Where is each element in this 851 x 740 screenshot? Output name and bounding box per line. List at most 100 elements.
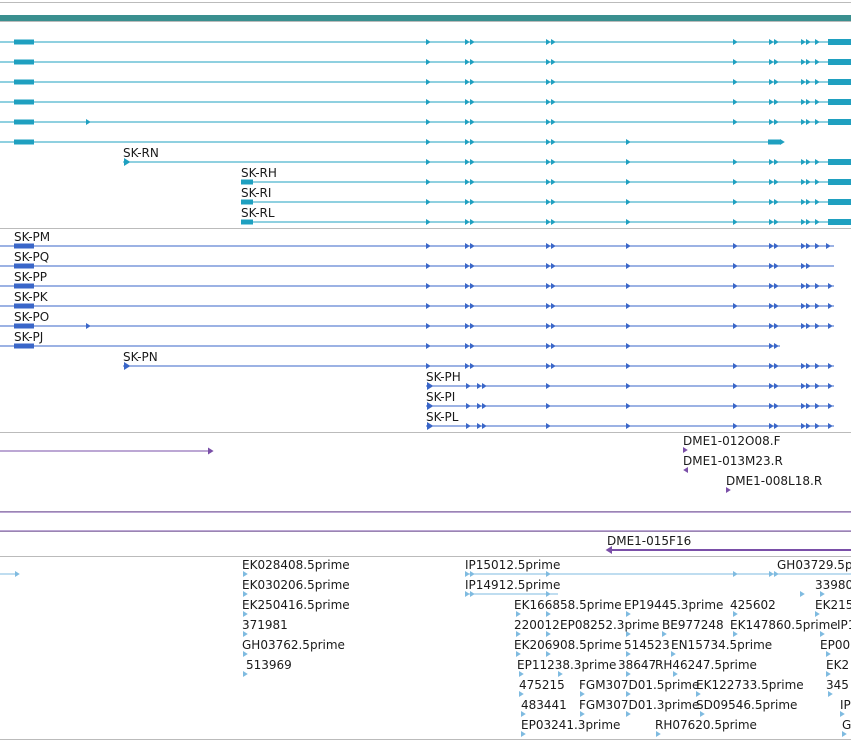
strand-arrow (551, 243, 556, 249)
feature-label: EK2 (826, 658, 850, 672)
strand-arrow (243, 671, 248, 677)
gene-bar (0, 15, 851, 21)
strand-arrow (769, 99, 774, 105)
strand-arrow (769, 159, 774, 165)
strand-arrow (626, 199, 631, 205)
strand-arrow (546, 651, 551, 657)
strand-arrow (465, 99, 470, 105)
exon-block (828, 199, 851, 205)
strand-arrow (470, 243, 475, 249)
strand-arrow (465, 59, 470, 65)
strand-arrow (826, 651, 831, 657)
strand-arrow (465, 363, 470, 369)
feature-label: 513969 (246, 658, 292, 672)
strand-arrow (546, 303, 551, 309)
strand-arrow (774, 323, 779, 329)
strand-arrow (465, 303, 470, 309)
strand-arrow (774, 219, 779, 225)
strand-arrow (806, 403, 811, 409)
strand-arrow (826, 671, 831, 677)
strand-arrow (470, 571, 475, 577)
strand-arrow (801, 159, 806, 165)
strand-arrow (801, 99, 806, 105)
strand-arrow (427, 382, 434, 390)
strand-arrow (671, 651, 676, 657)
strand-arrow (626, 323, 631, 329)
strand-arrow (774, 303, 779, 309)
strand-arrow (733, 119, 738, 125)
strand-arrow (815, 59, 820, 65)
strand-arrow (521, 711, 526, 717)
strand-arrow (477, 383, 482, 389)
feature-label: GH03762.5prime (242, 638, 345, 652)
strand-arrow (801, 423, 806, 429)
feature-label: 475215 (519, 678, 565, 692)
strand-arrow (551, 219, 556, 225)
strand-arrow (626, 611, 631, 617)
exon-block (828, 39, 851, 45)
strand-arrow (733, 219, 738, 225)
feature-label: DME1-015F16 (607, 534, 692, 548)
strand-arrow (551, 39, 556, 45)
strand-arrow (551, 79, 556, 85)
strand-arrow (626, 263, 631, 269)
strand-arrow (828, 403, 833, 409)
exon-block (241, 219, 253, 225)
feature-label: SD09546.5prime (696, 698, 798, 712)
strand-arrow (733, 631, 738, 637)
strand-arrow (482, 423, 487, 429)
strand-arrow (86, 119, 91, 125)
strand-arrow (683, 447, 688, 453)
strand-arrow (626, 383, 631, 389)
strand-arrow (815, 179, 820, 185)
strand-arrow (696, 691, 701, 697)
strand-arrow (470, 591, 475, 597)
strand-arrow (465, 39, 470, 45)
strand-arrow (656, 731, 661, 737)
feature-label: G (842, 718, 851, 732)
strand-arrow (426, 343, 431, 349)
strand-arrow (551, 363, 556, 369)
strand-arrow (465, 243, 470, 249)
strand-arrow (828, 363, 833, 369)
feature-label: DME1-008L18.R (726, 474, 823, 488)
strand-arrow (470, 363, 475, 369)
strand-arrow (815, 323, 820, 329)
strand-arrow (482, 383, 487, 389)
strand-arrow (546, 323, 551, 329)
strand-arrow (806, 199, 811, 205)
strand-arrow (551, 179, 556, 185)
strand-arrow (426, 159, 431, 165)
strand-arrow (546, 403, 551, 409)
feature-label: FGM307D01.3prime (579, 698, 700, 712)
strand-arrow (806, 303, 811, 309)
exon-block (14, 99, 34, 105)
strand-arrow (546, 119, 551, 125)
strand-arrow (626, 691, 631, 697)
feature-label: DME1-013M23.R (683, 454, 783, 468)
strand-arrow (546, 383, 551, 389)
strand-arrow (558, 671, 563, 677)
feature-label: SK-PH (426, 370, 461, 384)
strand-arrow (806, 39, 811, 45)
strand-arrow (470, 343, 475, 349)
strand-arrow (470, 179, 475, 185)
exon-block (14, 39, 34, 45)
strand-arrow (465, 283, 470, 289)
strand-arrow (806, 363, 811, 369)
strand-arrow (774, 199, 779, 205)
strand-arrow (426, 179, 431, 185)
strand-arrow (626, 671, 631, 677)
strand-arrow (806, 159, 811, 165)
feature-label: RH07620.5prime (655, 718, 757, 732)
strand-arrow (470, 39, 475, 45)
feature-label: 371981 (242, 618, 288, 632)
strand-arrow (546, 39, 551, 45)
strand-arrow (546, 199, 551, 205)
feature-label: SK-PQ (14, 250, 50, 264)
strand-arrow (15, 571, 20, 577)
strand-arrow (733, 303, 738, 309)
strand-arrow (124, 158, 131, 166)
